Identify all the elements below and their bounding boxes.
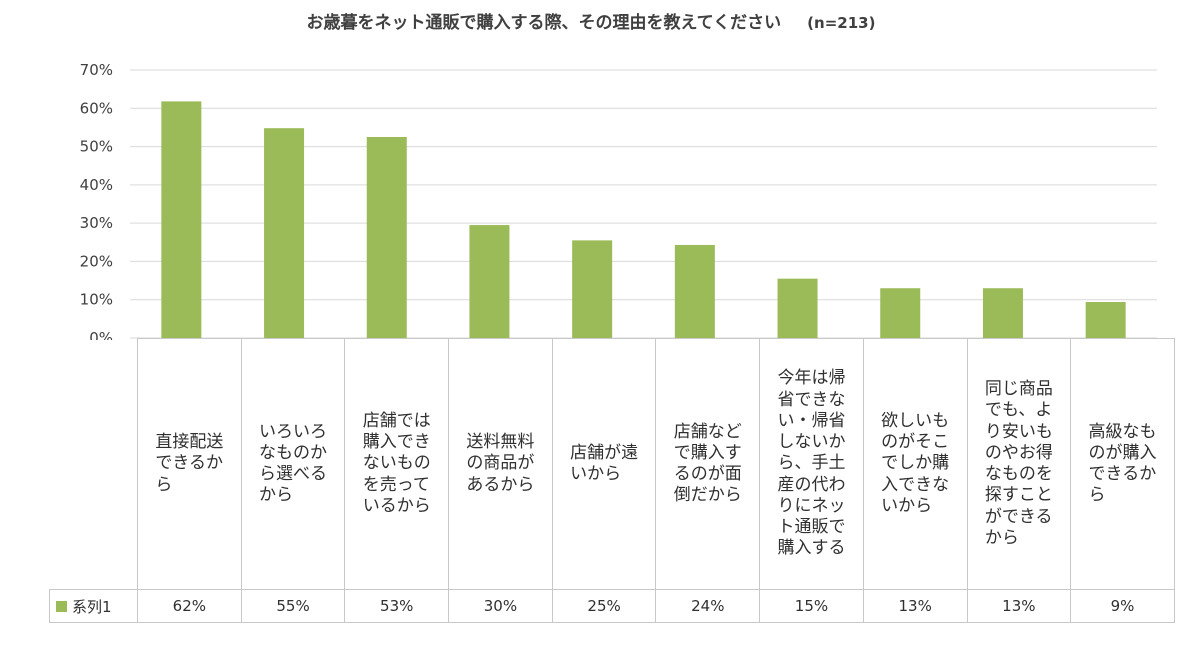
bar — [264, 128, 305, 338]
category-row: 直接配送できるから いろいろなものから選べるから 店舗では購入できないものを売ってい… — [49, 338, 1175, 590]
bars — [161, 101, 1126, 338]
bar — [880, 288, 921, 338]
x-tick-label: 今年は帰省できない・帰省しないから、手土産の代わりにネット通販で購入する — [777, 368, 846, 559]
bar — [1085, 302, 1126, 338]
legend-entry: 系列1 — [49, 589, 138, 623]
data-label: 25% — [551, 589, 657, 623]
data-label: 9% — [1070, 589, 1175, 623]
x-tick-label: いろいろなものから選べるから — [259, 421, 328, 506]
x-tick-label: 店舗では購入できないものを売っているから — [362, 410, 431, 516]
chart-sample-size: (n=213) — [807, 14, 876, 32]
y-tick-label: 40% — [80, 176, 113, 194]
chart-title: お歳暮をネット通販で購入する際、その理由を教えてください (n=213) — [0, 8, 1182, 33]
data-label: 62% — [137, 589, 242, 623]
data-label: 24% — [655, 589, 761, 623]
x-tick-label: 同じ商品でも、より安いものやお得なものを探すことができるから — [984, 379, 1053, 548]
category-cell: 店舗では購入できないものを売っているから — [344, 338, 450, 590]
legend-label: 系列1 — [72, 597, 112, 616]
legend-swatch — [56, 600, 67, 612]
y-tick-label: 30% — [80, 214, 113, 232]
y-tick-label: 10% — [80, 291, 113, 309]
value-row: 系列1 62% 55% 53% 30% 25% 24% 15% 13% 13% 9% — [49, 589, 1175, 623]
data-label: 15% — [759, 589, 864, 623]
bar — [674, 244, 715, 338]
x-tick-label: 店舗などで購入するのが面倒だから — [673, 421, 742, 506]
data-table: 直接配送できるから いろいろなものから選べるから 店舗では購入できないものを売ってい… — [49, 338, 1175, 623]
x-tick-label: 店舗が遠いから — [570, 442, 639, 484]
data-label: 13% — [862, 589, 968, 623]
x-tick-label: 高級なものが購入できるから — [1088, 421, 1157, 506]
category-cell: 店舗が遠いから — [551, 338, 657, 590]
y-axis-ticks: 0% 10% 20% 30% 40% 50% 60% 70% — [80, 61, 113, 340]
y-tick-label: 60% — [80, 99, 113, 117]
category-cell: 送料無料の商品があるから — [448, 338, 553, 590]
category-cell: 高級なものが購入できるから — [1070, 338, 1175, 590]
data-label: 55% — [240, 589, 346, 623]
category-cell: 今年は帰省できない・帰省しないから、手土産の代わりにネット通販で購入する — [759, 338, 864, 590]
chart-title-text: お歳暮をネット通販で購入する際、その理由を教えてください — [306, 13, 782, 33]
bar — [572, 240, 613, 338]
y-tick-label: 0% — [89, 329, 113, 340]
bar — [982, 288, 1023, 338]
category-cell: 店舗などで購入するのが面倒だから — [655, 338, 761, 590]
bar — [777, 278, 818, 338]
bar — [469, 225, 510, 338]
category-cell: 同じ商品でも、より安いものやお得なものを探すことができるから — [966, 338, 1072, 590]
y-tick-label: 50% — [80, 138, 113, 156]
category-cell: 欲しいものがそこでしか購入できないから — [862, 338, 968, 590]
data-label: 30% — [448, 589, 553, 623]
table-corner — [49, 338, 138, 590]
x-tick-label: 欲しいものがそこでしか購入できないから — [881, 410, 950, 516]
x-tick-label: 直接配送できるから — [155, 432, 224, 495]
y-tick-label: 70% — [80, 61, 113, 79]
category-cell: 直接配送できるから — [137, 338, 242, 590]
category-cell: いろいろなものから選べるから — [240, 338, 346, 590]
y-tick-label: 20% — [80, 252, 113, 270]
data-label: 13% — [966, 589, 1072, 623]
data-label: 53% — [344, 589, 450, 623]
bar — [161, 101, 202, 338]
bar-chart: 0% 10% 20% 30% 40% 50% 60% 70% — [80, 61, 1157, 340]
bar — [366, 137, 407, 338]
x-tick-label: 送料無料の商品があるから — [466, 432, 535, 495]
